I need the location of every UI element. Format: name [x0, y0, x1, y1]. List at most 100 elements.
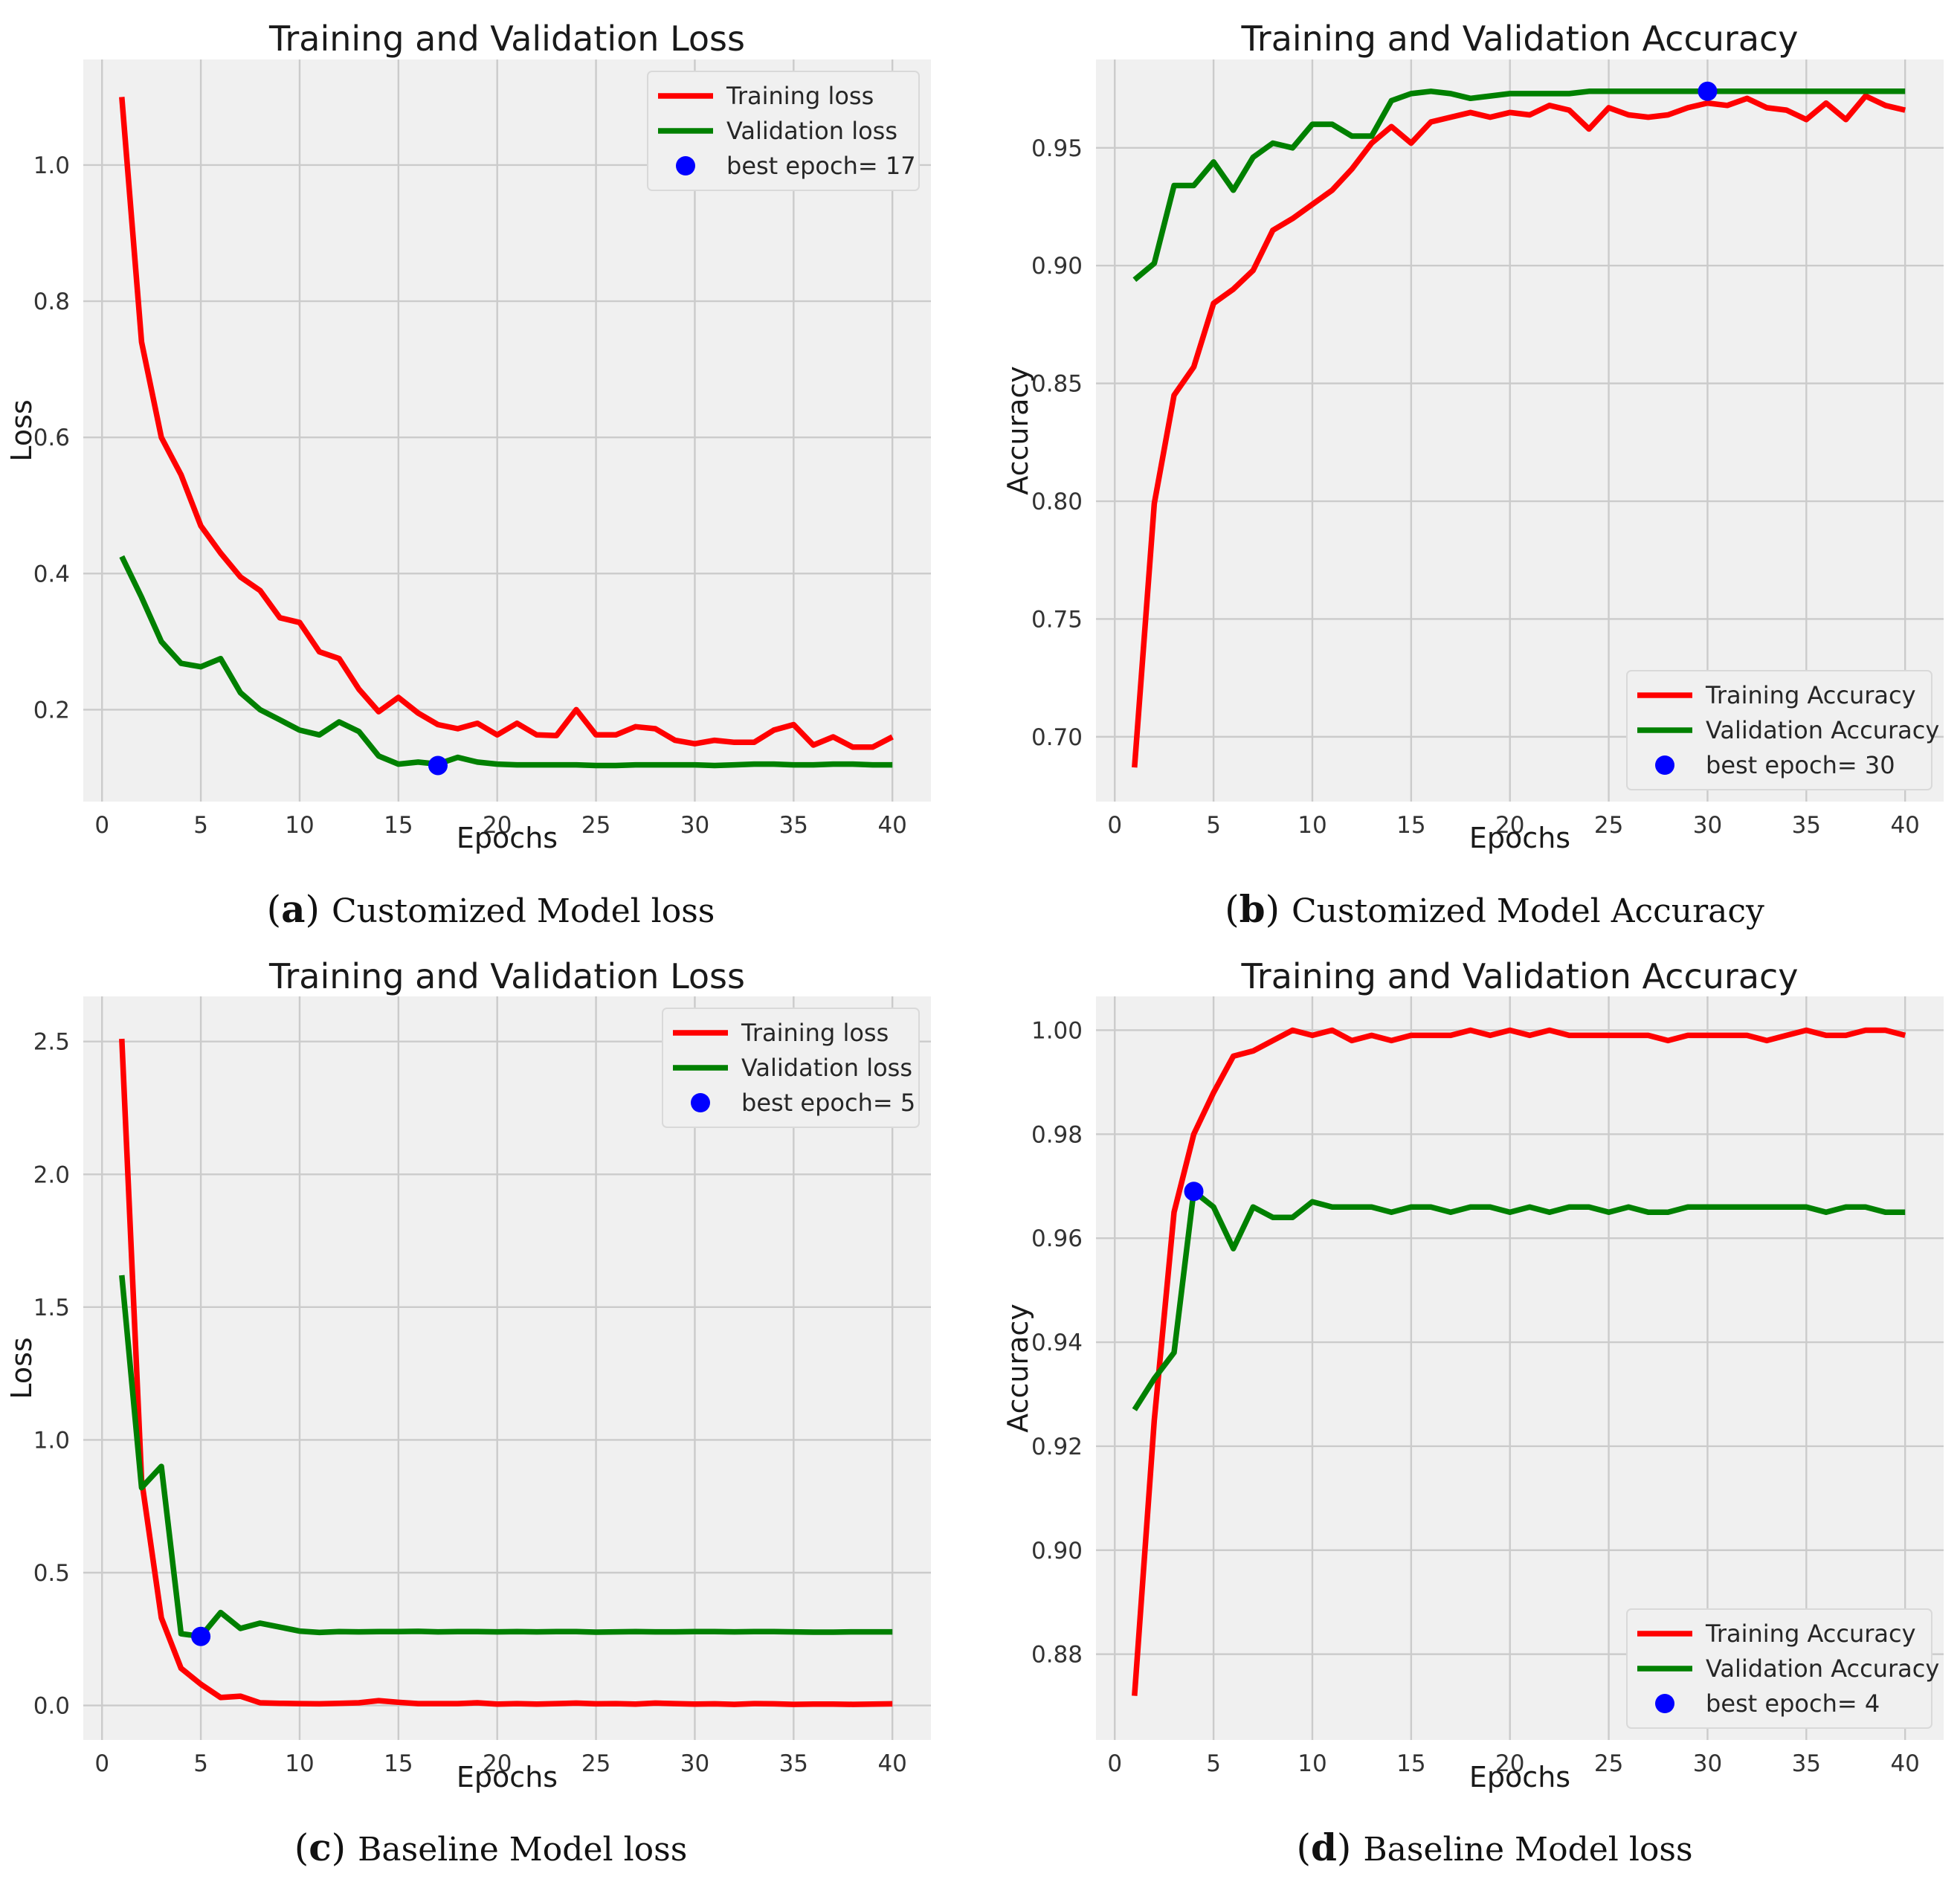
y-tick-label: 0.90 [1031, 1538, 1083, 1564]
series-line-validation-accuracy [1132, 1188, 1906, 1411]
x-tick-label: 0 [1107, 812, 1122, 839]
legend-label: Training Accuracy [1705, 1620, 1916, 1648]
series-line-training-accuracy [1132, 93, 1906, 768]
x-tick-label: 40 [877, 1750, 906, 1777]
series-line-training-accuracy [1132, 1027, 1906, 1696]
legend-box [662, 1008, 920, 1128]
caption-text: Customized Model Accuracy [1292, 892, 1764, 930]
x-tick-label: 30 [680, 1750, 709, 1777]
legend-label: best epoch= 30 [1706, 751, 1895, 779]
x-tick-label: 25 [581, 812, 610, 839]
legend-box [1626, 670, 1932, 790]
best-epoch-point [1698, 81, 1718, 101]
y-tick-label: 2.5 [33, 1029, 70, 1056]
legend: Training loss Validation loss best epoch= … [647, 71, 920, 191]
x-tick-label: 20 [483, 812, 512, 839]
series-line-validation-loss [119, 1274, 893, 1640]
best-epoch-point [1184, 1182, 1204, 1202]
chart-title: Training and Validation Loss [268, 956, 745, 996]
x-tick-label: 20 [1495, 812, 1524, 839]
caption-letter: b [1239, 887, 1266, 931]
x-axis-label: Epochs [457, 1761, 558, 1794]
chart-title: Training and Validation Accuracy [1240, 19, 1798, 59]
caption-letter: a [281, 887, 305, 931]
chart-panel-d: 0 5 10 15 20 25 30 35 40 0.88 0.90 0.92 0.94 0.96 0.98… [1002, 956, 1944, 1869]
legend-label: Training Accuracy [1705, 681, 1916, 709]
y-tick-label: 0.98 [1031, 1121, 1083, 1148]
y-tick-label: 0.85 [1031, 371, 1083, 398]
x-tick-label: 25 [1594, 1750, 1623, 1777]
y-tick-label: 0.75 [1031, 606, 1083, 633]
caption-letter: d [1311, 1825, 1337, 1869]
y-tick-label: 0.5 [33, 1560, 70, 1587]
y-tick-label: 0.96 [1031, 1225, 1083, 1252]
legend: Training loss Validation loss best epoch= … [662, 1008, 920, 1128]
y-tick-label: 0.4 [33, 561, 70, 587]
x-tick-label: 15 [1396, 1750, 1425, 1777]
x-tick-label: 5 [193, 812, 208, 839]
y-tick-label: 0.6 [33, 425, 70, 451]
subfigure-caption: (b) Customized Model Accuracy [1225, 887, 1764, 931]
y-tick-label: 0.80 [1031, 489, 1083, 515]
x-tick-label: 35 [779, 812, 808, 839]
caption-text: Customized Model loss [332, 892, 715, 930]
caption-letter: c [309, 1825, 331, 1869]
subfigure-caption: (d) Baseline Model loss [1296, 1825, 1692, 1869]
best-epoch-point [428, 755, 448, 776]
x-tick-label: 10 [285, 1750, 314, 1777]
x-tick-label: 15 [384, 812, 413, 839]
y-tick-label: 0.88 [1031, 1642, 1083, 1669]
subfigure-caption: (c) Baseline Model loss [294, 1825, 688, 1869]
legend-label: Validation loss [726, 117, 897, 145]
legend-box [1626, 1608, 1932, 1729]
legend-box [647, 71, 920, 191]
legend-label: best epoch= 17 [726, 152, 916, 180]
y-tick-label: 0.95 [1031, 135, 1083, 162]
x-tick-label: 10 [285, 812, 314, 839]
y-axis-label: Accuracy [1002, 1303, 1034, 1433]
y-axis-label: Loss [5, 399, 38, 461]
x-tick-label: 10 [1297, 1750, 1326, 1777]
x-tick-label: 15 [1396, 812, 1425, 839]
y-tick-label: 0.90 [1031, 253, 1083, 280]
x-tick-label: 35 [1792, 1750, 1821, 1777]
legend-label: Validation loss [741, 1054, 912, 1082]
y-tick-label: 1.0 [33, 152, 70, 179]
legend-swatch-dot [691, 1093, 710, 1112]
legend-label: best epoch= 5 [741, 1089, 915, 1117]
legend-label: Training loss [726, 82, 874, 110]
caption-text: Baseline Model loss [1363, 1831, 1692, 1869]
x-tick-label: 40 [1890, 812, 1919, 839]
chart-panel-c: 0 5 10 15 20 25 30 35 40 0.0 0.5 1.0 1.5 2.0 2.5 Traini… [5, 956, 931, 1869]
x-tick-label: 30 [680, 812, 709, 839]
chart-title: Training and Validation Loss [268, 19, 745, 59]
x-tick-label: 5 [193, 1750, 208, 1777]
y-tick-label: 0.8 [33, 289, 70, 315]
legend-label: best epoch= 4 [1706, 1689, 1880, 1718]
x-axis-label: Epochs [457, 822, 558, 854]
legend: Training Accuracy Validation Accuracy best… [1626, 1608, 1939, 1729]
y-tick-label: 0.94 [1031, 1330, 1083, 1356]
x-tick-label: 5 [1206, 812, 1221, 839]
legend: Training Accuracy Validation Accuracy best… [1626, 670, 1939, 790]
x-axis-label: Epochs [1469, 822, 1570, 854]
legend-swatch-dot [676, 156, 695, 175]
y-axis-label: Loss [5, 1337, 38, 1399]
y-tick-label: 1.5 [33, 1295, 70, 1321]
x-tick-label: 0 [94, 812, 109, 839]
y-tick-label: 0.92 [1031, 1434, 1083, 1460]
series-line-validation-accuracy [1132, 88, 1906, 283]
series-line-validation-loss [119, 555, 893, 769]
y-tick-label: 1.00 [1031, 1017, 1083, 1044]
y-tick-label: 0.70 [1031, 724, 1083, 751]
legend-swatch-dot [1655, 755, 1674, 775]
x-axis-label: Epochs [1469, 1761, 1570, 1794]
x-tick-label: 25 [1594, 812, 1623, 839]
x-tick-label: 40 [877, 812, 906, 839]
y-tick-label: 0.2 [33, 697, 70, 724]
y-tick-label: 2.0 [33, 1161, 70, 1188]
x-tick-label: 0 [94, 1750, 109, 1777]
x-tick-label: 35 [1792, 812, 1821, 839]
series-line-training-loss [119, 97, 894, 750]
